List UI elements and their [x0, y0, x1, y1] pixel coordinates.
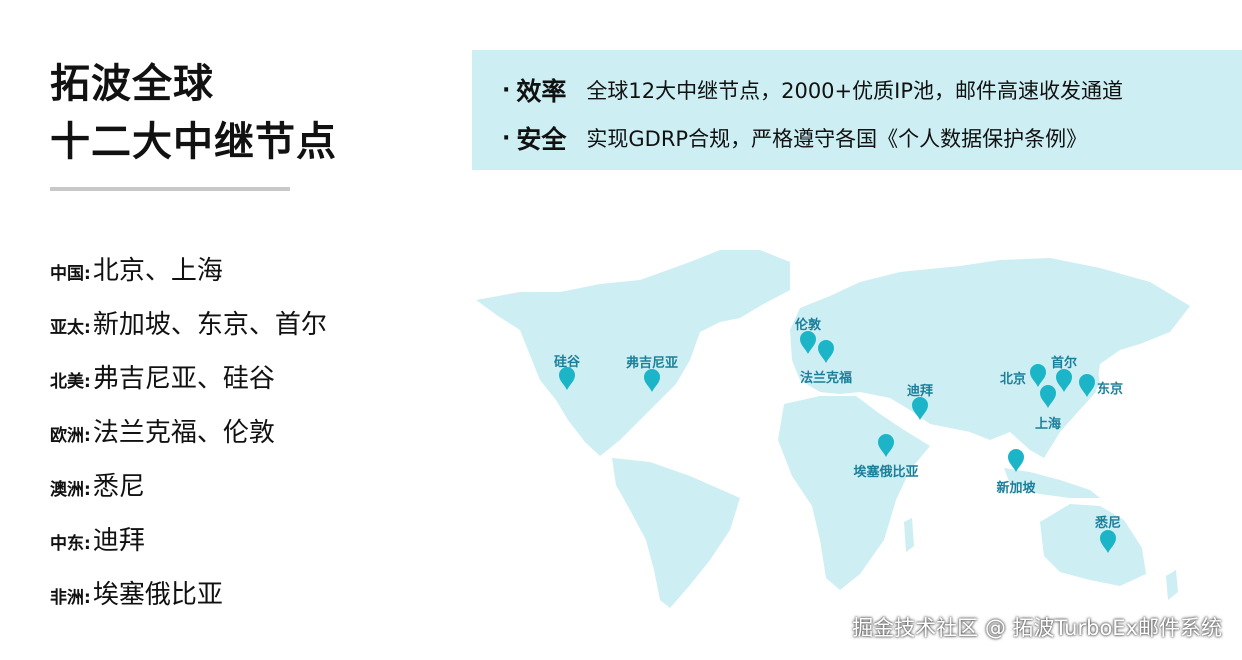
- australia: [1040, 504, 1146, 586]
- new-zealand: [1166, 570, 1178, 600]
- map-pin-icon: [1079, 374, 1095, 397]
- pin-label: 迪拜: [907, 383, 933, 399]
- title-line-1: 拓波全球: [50, 61, 214, 107]
- map-pin-icon: [644, 369, 660, 392]
- pin-label: 硅谷: [554, 354, 581, 370]
- pin-label: 埃塞俄比亚: [853, 464, 918, 480]
- pin-label: 东京: [1097, 381, 1123, 397]
- map-pin-icon: [912, 397, 928, 420]
- feature-efficiency: · 效率 全球12大中继节点，2000+优质IP池，邮件高速收发通道: [502, 77, 1123, 106]
- map-pin-icon: [878, 434, 894, 457]
- map-pin-icon: [1030, 364, 1046, 387]
- pin-label: 伦敦: [795, 317, 822, 333]
- pin-label: 新加坡: [996, 480, 1036, 496]
- map-pin-icon: [818, 340, 834, 363]
- map-pin-icon: [1056, 369, 1072, 392]
- pin-label: 北京: [1000, 371, 1026, 387]
- features-box: · 效率 全球12大中继节点，2000+优质IP池，邮件高速收发通道 · 安全 …: [472, 50, 1242, 170]
- north-america: [476, 250, 790, 456]
- feature-security: · 安全 实现GDRP合规，严格遵守各国《个人数据保护条例》: [502, 125, 1088, 154]
- map-pin-icon: [1008, 449, 1024, 472]
- region-apac: 亚太: 新加坡、东京、首尔: [50, 310, 327, 340]
- pin-label: 悉尼: [1094, 515, 1121, 531]
- title-line-2: 十二大中继节点: [50, 119, 337, 165]
- map-pin-icon: [559, 367, 575, 390]
- region-china: 中国: 北京、上海: [50, 256, 223, 286]
- madagascar: [904, 518, 914, 552]
- divider: [50, 187, 290, 191]
- region-north-america: 北美: 弗吉尼亚、硅谷: [50, 364, 275, 394]
- south-america: [612, 458, 740, 608]
- pin-label: 首尔: [1051, 355, 1077, 371]
- watermark: 掘金技术社区 @ 拓波TurboEx邮件系统: [852, 616, 1222, 640]
- pin-label: 弗吉尼亚: [626, 355, 678, 371]
- map-pin-icon: [1100, 530, 1116, 553]
- region-australia: 澳洲: 悉尼: [50, 472, 145, 502]
- africa: [778, 396, 930, 590]
- region-europe: 欧洲: 法兰克福、伦敦: [50, 418, 275, 448]
- eurasia: [790, 258, 1190, 458]
- pin-label: 法兰克福: [800, 370, 852, 386]
- indonesia: [1004, 468, 1100, 498]
- pin-label: 上海: [1035, 416, 1061, 432]
- region-africa: 非洲: 埃塞俄比亚: [50, 580, 223, 610]
- region-middle-east: 中东: 迪拜: [50, 526, 145, 556]
- map-pin-icon: [800, 331, 816, 354]
- map-pin-icon: [1040, 385, 1056, 408]
